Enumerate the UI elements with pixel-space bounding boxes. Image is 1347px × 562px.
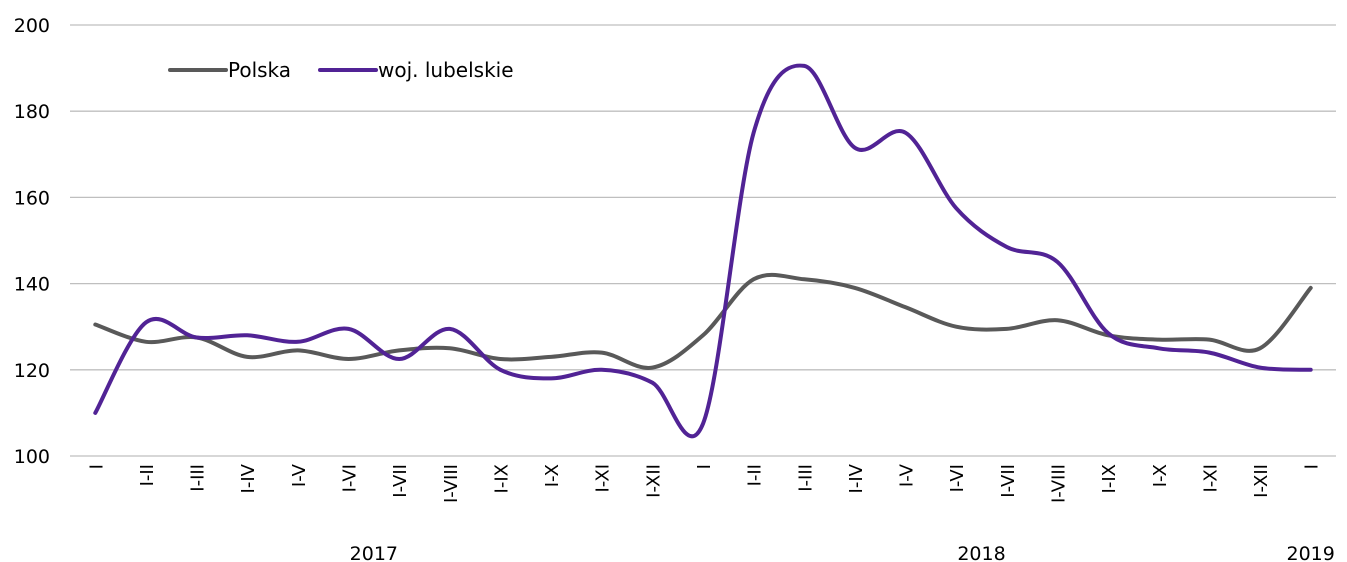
x-tick-label: I-V — [289, 463, 310, 487]
grid-lines — [70, 24, 1336, 457]
x-tick-label: I — [694, 464, 715, 469]
legend: Polska woj. lubelskie — [168, 58, 514, 82]
x-tick-label: I-III — [188, 464, 209, 492]
y-tick-label: 180 — [14, 101, 50, 123]
x-tick-label: I-XI — [593, 464, 614, 493]
x-tick-label: I-X — [542, 464, 563, 487]
y-tick-label: 160 — [14, 187, 50, 209]
x-tick-label: I-VII — [390, 464, 411, 498]
series-line — [93, 63, 1313, 439]
x-tick-label: I-VI — [340, 464, 361, 492]
legend-label: Polska — [228, 58, 291, 82]
x-tick-label: I — [86, 464, 107, 469]
x-tick-label: I-II — [745, 464, 766, 486]
x-tick-label: I-VIII — [1048, 464, 1069, 503]
x-tick-label: I-III — [795, 464, 816, 492]
x-tick-label: I-VI — [947, 464, 968, 492]
y-axis: 100 120 140 160 180 200 — [14, 15, 50, 468]
x-tick-label: I-VIII — [441, 464, 462, 503]
x-tick-label: I-XII — [643, 464, 664, 498]
x-tick-label: I-II — [137, 464, 158, 486]
x-group-label: 2019 — [1287, 543, 1335, 562]
x-tick-label: I-IX — [1099, 464, 1120, 493]
y-tick-label: 140 — [14, 274, 50, 296]
x-tick-label: I-X — [1150, 464, 1171, 487]
y-tick-label: 120 — [14, 360, 50, 382]
x-tick-label: I-XII — [1251, 464, 1272, 498]
y-tick-label: 100 — [14, 446, 50, 468]
x-tick-label: I — [1302, 464, 1323, 469]
x-tick-label: I-VII — [998, 464, 1019, 498]
y-tick-label: 200 — [14, 15, 50, 37]
series-line — [93, 272, 1313, 370]
x-group-label: 2018 — [957, 543, 1005, 562]
x-tick-label: I-V — [897, 463, 918, 487]
legend-label: woj. lubelskie — [378, 58, 514, 82]
x-tick-label: I-IV — [846, 463, 867, 493]
x-axis: I I-II I-III I-IV I-V I-VI I-VII I-VIII I-IX I-X I… — [86, 463, 1335, 562]
x-tick-label: I-IX — [491, 464, 512, 493]
series-lines — [93, 63, 1313, 439]
x-group-label: 2017 — [350, 543, 398, 562]
x-tick-label: I-XI — [1200, 464, 1221, 493]
x-tick-label: I-IV — [238, 463, 259, 493]
